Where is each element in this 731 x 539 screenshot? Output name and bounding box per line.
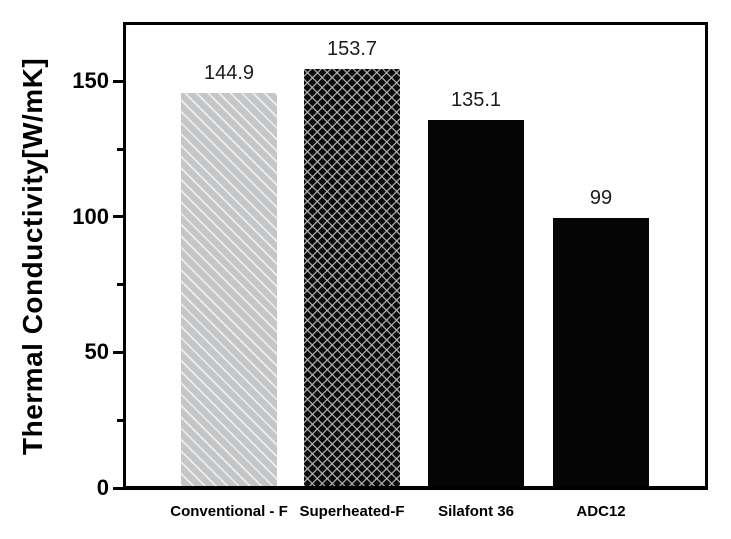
y-major-tick — [113, 215, 124, 219]
y-minor-tick — [117, 283, 124, 287]
y-major-tick — [113, 79, 124, 83]
x-tick-label-conventional-f: Conventional - F — [170, 503, 288, 520]
y-minor-tick — [117, 418, 124, 422]
bar-value-label: 99 — [589, 186, 613, 209]
bar-adc12 — [553, 217, 649, 486]
y-tick-label: 100 — [72, 203, 109, 229]
y-major-tick — [113, 486, 124, 490]
y-major-tick — [113, 350, 124, 354]
bar-value-label: 153.7 — [326, 38, 378, 61]
bar-superheated-f — [304, 69, 400, 486]
x-tick-label-adc12: ADC12 — [576, 503, 626, 520]
y-tick-label: 150 — [72, 68, 109, 94]
x-tick-label-silafont-36: Silafont 36 — [438, 503, 514, 520]
plot-area: 144.9 153.7 135.1 99 — [123, 22, 708, 490]
x-tick-label-superheated-f: Superheated-F — [299, 503, 405, 520]
bar-value-label: 135.1 — [450, 88, 502, 111]
bar-value-label: 144.9 — [203, 62, 255, 85]
bar-conventional-f — [181, 93, 277, 486]
y-tick-label: 0 — [96, 475, 109, 500]
bar-silafont-36 — [428, 119, 524, 486]
y-tick-label: 50 — [84, 339, 109, 365]
y-minor-tick — [117, 147, 124, 151]
